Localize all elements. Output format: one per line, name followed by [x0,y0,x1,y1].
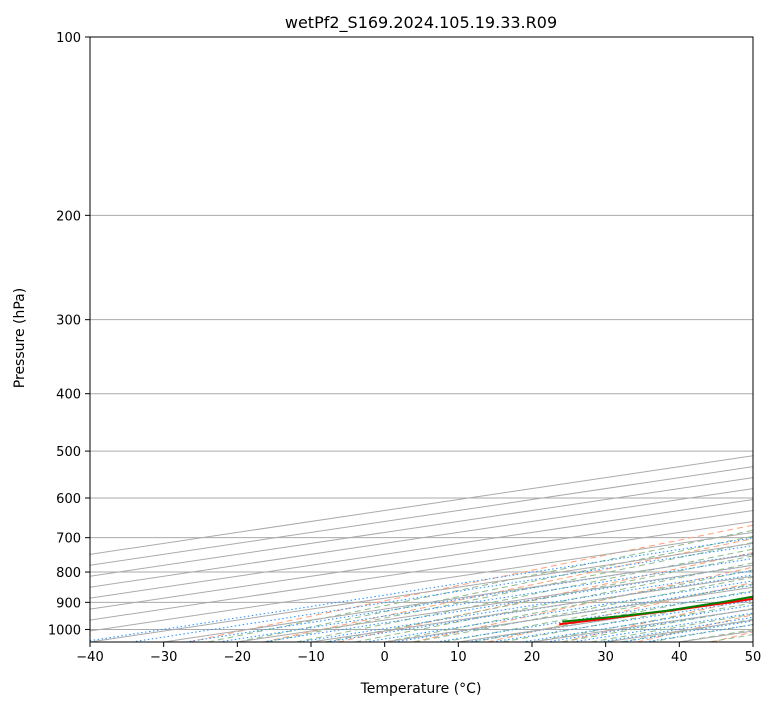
x-tick-label: 20 [524,650,541,665]
y-tick-label: 100 [56,31,81,46]
x-tick-label: 0 [381,650,389,665]
y-axis-label: Pressure (hPa) [12,288,28,388]
y-tick-label: 700 [56,532,81,547]
y-tick-label: 500 [56,445,81,460]
x-tick-label: −20 [224,650,251,665]
x-tick-label: 50 [745,650,762,665]
x-tick-label: −30 [150,650,177,665]
x-tick-label: 10 [450,650,467,665]
y-tick-label: 800 [56,566,81,581]
x-tick-label: 30 [597,650,614,665]
y-tick-label: 600 [56,492,81,507]
y-tick-label: 900 [56,596,81,611]
x-tick-label: −10 [297,650,324,665]
chart-title: wetPf2_S169.2024.105.19.33.R09 [285,13,557,33]
x-axis-label: Temperature (°C) [360,681,482,697]
y-tick-label: 300 [56,314,81,329]
y-tick-label: 200 [56,209,81,224]
y-tick-label: 400 [56,388,81,403]
y-tick-label: 1000 [48,623,81,638]
x-tick-label: 40 [671,650,688,665]
x-tick-label: −40 [76,650,103,665]
